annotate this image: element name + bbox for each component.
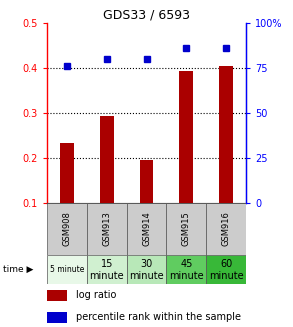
Text: log ratio: log ratio xyxy=(76,290,117,300)
Bar xyxy=(179,71,193,248)
Bar xyxy=(219,66,233,248)
Text: 30
minute: 30 minute xyxy=(129,259,164,281)
Bar xyxy=(127,203,166,255)
Text: 60
minute: 60 minute xyxy=(209,259,243,281)
Text: time ▶: time ▶ xyxy=(3,265,33,274)
Text: 5 minute: 5 minute xyxy=(50,265,84,274)
Text: 45
minute: 45 minute xyxy=(169,259,204,281)
Bar xyxy=(139,160,154,248)
Text: GSM908: GSM908 xyxy=(62,212,71,246)
Bar xyxy=(100,116,114,248)
Text: 15
minute: 15 minute xyxy=(89,259,124,281)
Bar xyxy=(47,290,67,301)
Bar xyxy=(166,255,206,284)
Bar xyxy=(127,255,166,284)
Bar xyxy=(87,203,127,255)
Text: GSM914: GSM914 xyxy=(142,212,151,246)
Text: percentile rank within the sample: percentile rank within the sample xyxy=(76,312,241,322)
Text: GSM915: GSM915 xyxy=(182,212,191,246)
Bar xyxy=(60,143,74,248)
Bar xyxy=(206,255,246,284)
Bar xyxy=(166,203,206,255)
Bar xyxy=(47,255,87,284)
Title: GDS33 / 6593: GDS33 / 6593 xyxy=(103,9,190,22)
Text: GSM913: GSM913 xyxy=(102,212,111,246)
Bar xyxy=(206,203,246,255)
Text: GSM916: GSM916 xyxy=(222,212,231,246)
Bar xyxy=(47,312,67,323)
Bar xyxy=(87,255,127,284)
Bar xyxy=(47,203,87,255)
